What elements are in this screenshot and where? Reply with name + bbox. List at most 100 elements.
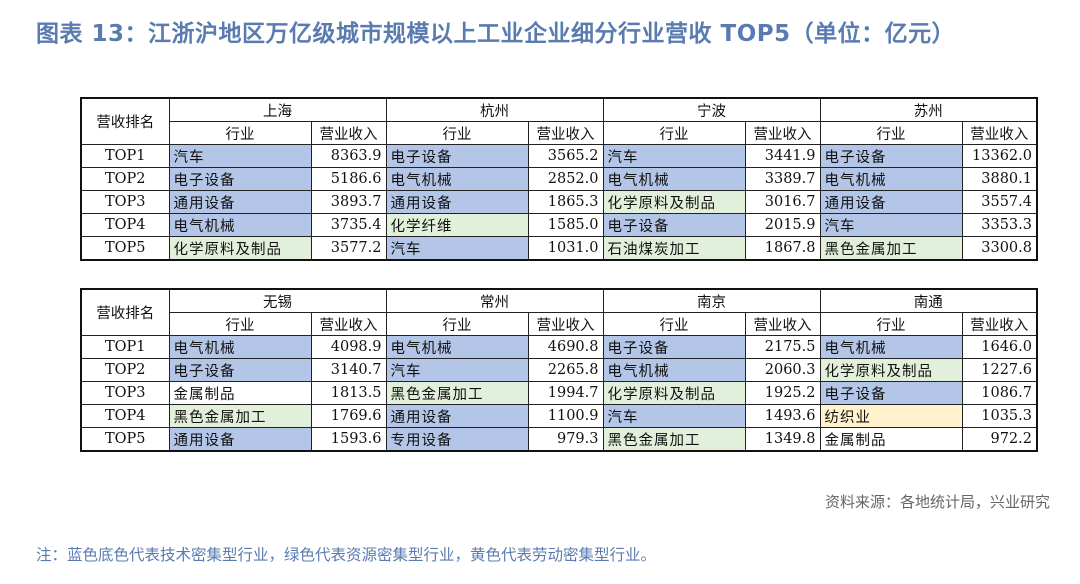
table-row: TOP2 电子设备 5186.6 电气机械 2852.0 电气机械 3389.7 电气机械 38… — [80, 167, 1038, 191]
industry-cell: 电子设备 — [168, 167, 312, 191]
revenue-column-header: 营业收入 — [744, 312, 821, 336]
revenue-cell: 1031.0 — [527, 236, 604, 261]
city-header: 苏州 — [819, 97, 1038, 122]
city-header: 无锡 — [168, 288, 387, 313]
revenue-cell: 1865.3 — [527, 190, 604, 214]
revenue-cell: 3565.2 — [527, 144, 604, 168]
industry-cell: 电气机械 — [168, 335, 312, 359]
industry-cell: 电子设备 — [819, 144, 963, 168]
industry-cell: 电气机械 — [385, 335, 529, 359]
city-header: 杭州 — [385, 97, 604, 122]
revenue-cell: 972.2 — [961, 427, 1038, 452]
revenue-cell: 1585.0 — [527, 213, 604, 237]
table-row: TOP1 电气机械 4098.9 电气机械 4690.8 电子设备 2175.5 电气机械 16… — [80, 335, 1038, 359]
rank-label: TOP1 — [80, 144, 170, 168]
industry-cell: 汽车 — [168, 144, 312, 168]
industry-cell: 化学纤维 — [385, 213, 529, 237]
revenue-cell: 1493.6 — [744, 404, 821, 428]
revenue-cell: 13362.0 — [961, 144, 1038, 168]
rank-label: TOP4 — [80, 404, 170, 428]
table-row: TOP2 电子设备 3140.7 汽车 2265.8 电气机械 2060.3 化学原料及制品 1… — [80, 358, 1038, 382]
industry-column-header: 行业 — [819, 121, 963, 145]
industry-cell: 黑色金属加工 — [819, 236, 963, 261]
table-row: TOP3 金属制品 1813.5 黑色金属加工 1994.7 化学原料及制品 1925.2 电… — [80, 381, 1038, 405]
revenue-cell: 1100.9 — [527, 404, 604, 428]
table-row: TOP1 汽车 8363.9 电子设备 3565.2 汽车 3441.9 电子设备 13362.… — [80, 144, 1038, 168]
industry-cell: 电气机械 — [819, 335, 963, 359]
industry-cell: 石油煤炭加工 — [602, 236, 746, 261]
revenue-cell: 3016.7 — [744, 190, 821, 214]
table-row: TOP5 通用设备 1593.6 专用设备 979.3 黑色金属加工 1349.8 金属制品 9… — [80, 427, 1038, 452]
rank-label: TOP3 — [80, 190, 170, 214]
industry-cell: 化学原料及制品 — [168, 236, 312, 261]
revenue-cell: 1813.5 — [310, 381, 387, 405]
revenue-cell: 1349.8 — [744, 427, 821, 452]
industry-cell: 黑色金属加工 — [385, 381, 529, 405]
city-header: 南京 — [602, 288, 821, 313]
revenue-cell: 1086.7 — [961, 381, 1038, 405]
revenue-cell: 3893.7 — [310, 190, 387, 214]
industry-cell: 电气机械 — [168, 213, 312, 237]
revenue-cell: 8363.9 — [310, 144, 387, 168]
rank-header: 营收排名 — [80, 288, 170, 336]
industry-cell: 专用设备 — [385, 427, 529, 452]
industry-cell: 电气机械 — [602, 358, 746, 382]
revenue-cell: 3353.3 — [961, 213, 1038, 237]
revenue-cell: 5186.6 — [310, 167, 387, 191]
revenue-cell: 3300.8 — [961, 236, 1038, 261]
industry-column-header: 行业 — [602, 312, 746, 336]
revenue-cell: 2265.8 — [527, 358, 604, 382]
revenue-cell: 1994.7 — [527, 381, 604, 405]
revenue-cell: 3140.7 — [310, 358, 387, 382]
revenue-column-header: 营业收入 — [744, 121, 821, 145]
table-row: TOP4 电气机械 3735.4 化学纤维 1585.0 电子设备 2015.9 汽车 3353… — [80, 213, 1038, 237]
revenue-column-header: 营业收入 — [961, 121, 1038, 145]
industry-cell: 汽车 — [385, 236, 529, 261]
industry-column-header: 行业 — [385, 312, 529, 336]
industry-cell: 金属制品 — [168, 381, 312, 405]
industry-cell: 电气机械 — [819, 167, 963, 191]
revenue-column-header: 营业收入 — [310, 121, 387, 145]
page-title: 图表 13：江浙沪地区万亿级城市规模以上工业企业细分行业营收 TOP5（单位：亿… — [36, 21, 956, 47]
rank-label: TOP5 — [80, 427, 170, 452]
revenue-cell: 1593.6 — [310, 427, 387, 452]
revenue-cell: 4690.8 — [527, 335, 604, 359]
industry-cell: 通用设备 — [168, 427, 312, 452]
revenue-cell: 3441.9 — [744, 144, 821, 168]
rank-label: TOP2 — [80, 358, 170, 382]
revenue-cell: 2175.5 — [744, 335, 821, 359]
revenue-cell: 2060.3 — [744, 358, 821, 382]
industry-column-header: 行业 — [168, 312, 312, 336]
revenue-cell: 1769.6 — [310, 404, 387, 428]
revenue-cell: 3389.7 — [744, 167, 821, 191]
revenue-column-header: 营业收入 — [527, 121, 604, 145]
industry-column-header: 行业 — [819, 312, 963, 336]
revenue-cell: 1925.2 — [744, 381, 821, 405]
industry-cell: 电子设备 — [602, 213, 746, 237]
color-legend-note: 注：蓝色底色代表技术密集型行业，绿色代表资源密集型行业，黄色代表劳动密集型行业。 — [36, 546, 657, 564]
industry-column-header: 行业 — [602, 121, 746, 145]
industry-cell: 电子设备 — [819, 381, 963, 405]
revenue-cell: 3557.4 — [961, 190, 1038, 214]
industry-cell: 电子设备 — [168, 358, 312, 382]
table-row: TOP5 化学原料及制品 3577.2 汽车 1031.0 石油煤炭加工 1867.8 黑色金… — [80, 236, 1038, 261]
industry-cell: 汽车 — [602, 144, 746, 168]
industry-cell: 黑色金属加工 — [168, 404, 312, 428]
revenue-cell: 1227.6 — [961, 358, 1038, 382]
rank-header: 营收排名 — [80, 97, 170, 145]
city-header: 南通 — [819, 288, 1038, 313]
industry-cell: 金属制品 — [819, 427, 963, 452]
industry-cell: 汽车 — [602, 404, 746, 428]
revenue-cell: 1035.3 — [961, 404, 1038, 428]
city-header: 上海 — [168, 97, 387, 122]
industry-cell: 汽车 — [385, 358, 529, 382]
industry-column-header: 行业 — [385, 121, 529, 145]
industry-cell: 通用设备 — [385, 404, 529, 428]
revenue-column-header: 营业收入 — [961, 312, 1038, 336]
table-row: TOP4 黑色金属加工 1769.6 通用设备 1100.9 汽车 1493.6 纺织业 103… — [80, 404, 1038, 428]
revenue-table-1: 营收排名 上海 杭州 宁波 苏州 行业 营业收入 行业 营业收入 行业 营业收入 行业 营业收入 TOP1… — [80, 97, 1038, 261]
city-header: 宁波 — [602, 97, 821, 122]
revenue-cell: 4098.9 — [310, 335, 387, 359]
industry-cell: 通用设备 — [385, 190, 529, 214]
rank-label: TOP5 — [80, 236, 170, 261]
